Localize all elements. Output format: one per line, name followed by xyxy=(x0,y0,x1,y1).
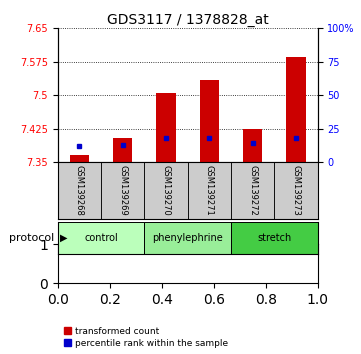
Text: GSM139273: GSM139273 xyxy=(292,165,300,216)
Bar xyxy=(231,222,318,254)
Legend: transformed count, percentile rank within the sample: transformed count, percentile rank withi… xyxy=(62,325,230,349)
Text: GSM139271: GSM139271 xyxy=(205,165,214,216)
Bar xyxy=(188,162,231,219)
Text: GSM139268: GSM139268 xyxy=(75,165,84,216)
Bar xyxy=(200,80,219,162)
Title: GDS3117 / 1378828_at: GDS3117 / 1378828_at xyxy=(107,13,269,27)
Bar xyxy=(58,222,144,254)
Bar xyxy=(58,162,101,219)
Text: GSM139272: GSM139272 xyxy=(248,165,257,216)
Text: ▶: ▶ xyxy=(60,233,67,243)
Text: GSM139270: GSM139270 xyxy=(162,165,170,216)
Text: control: control xyxy=(84,233,118,243)
Bar xyxy=(156,93,176,162)
Bar xyxy=(101,162,144,219)
Text: stretch: stretch xyxy=(257,233,291,243)
Bar xyxy=(113,138,132,162)
Text: protocol: protocol xyxy=(9,233,54,243)
Text: phenylephrine: phenylephrine xyxy=(152,233,223,243)
Bar xyxy=(231,162,274,219)
Bar xyxy=(243,129,262,162)
Bar xyxy=(144,162,188,219)
Bar xyxy=(286,57,306,162)
Bar xyxy=(274,162,318,219)
Text: GSM139269: GSM139269 xyxy=(118,165,127,216)
Bar xyxy=(70,155,89,162)
Bar xyxy=(144,222,231,254)
